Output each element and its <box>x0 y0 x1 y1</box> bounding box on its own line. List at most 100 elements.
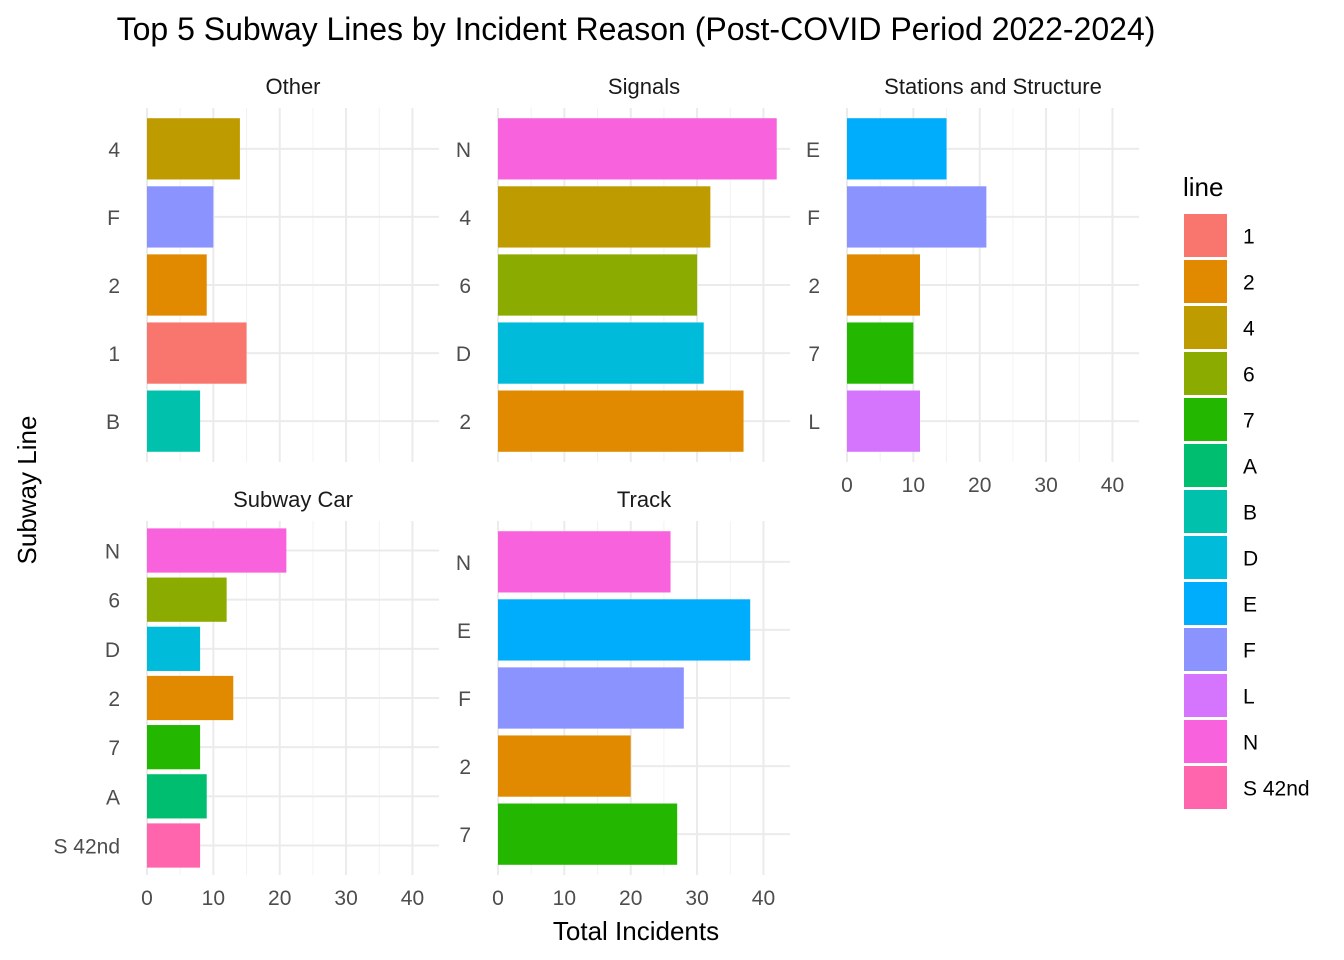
x-tick-label: 30 <box>1034 474 1057 497</box>
panel-stations-and-structure: Stations and Structure E F 2 7 L 0 10 20 30 40 <box>806 74 1139 497</box>
legend-label: 7 <box>1243 410 1255 433</box>
x-tick-label: 0 <box>141 887 153 910</box>
bar-subway-car-6 <box>147 577 227 622</box>
y-tick-label: 2 <box>808 275 820 298</box>
panel-signals: Signals N 4 6 D 2 <box>456 74 790 462</box>
y-tick-label: E <box>806 139 820 162</box>
y-tick-label: E <box>457 620 471 643</box>
bar-subway-car-a <box>147 774 207 819</box>
y-tick-label: A <box>106 786 120 809</box>
y-tick-label: D <box>105 639 120 662</box>
x-tick-label: 40 <box>1101 474 1124 497</box>
legend-key-1 <box>1184 214 1227 257</box>
legend-label: E <box>1243 594 1257 617</box>
y-tick-label: D <box>456 343 471 366</box>
y-tick-label: 7 <box>459 824 471 847</box>
y-tick-label: F <box>807 207 820 230</box>
y-tick-label: 2 <box>459 756 471 779</box>
bar-subway-car-s-42nd <box>147 823 201 868</box>
legend-key-4 <box>1184 306 1227 349</box>
legend-label: 4 <box>1243 318 1255 341</box>
legend-key-a <box>1184 444 1227 487</box>
legend-key-6 <box>1184 352 1227 395</box>
x-tick-label: 0 <box>492 887 504 910</box>
bar-other-1 <box>147 322 247 384</box>
legend-key-n <box>1184 720 1227 763</box>
bar-track-7 <box>498 803 678 865</box>
x-tick-label: 40 <box>752 887 775 910</box>
chart-title: Top 5 Subway Lines by Incident Reason (P… <box>117 11 1156 47</box>
x-tick-label: 10 <box>202 887 225 910</box>
panel-other: Other 4 F 2 1 B <box>106 74 439 462</box>
y-tick-label: 7 <box>108 737 120 760</box>
legend-key-b <box>1184 490 1227 533</box>
bar-stations-and-structure-e <box>847 118 947 180</box>
y-tick-label: 6 <box>459 275 471 298</box>
x-tick-label: 20 <box>619 887 642 910</box>
bar-subway-car-n <box>147 528 287 573</box>
legend-label: 2 <box>1243 272 1255 295</box>
x-tick-label: 10 <box>902 474 925 497</box>
bar-subway-car-d <box>147 626 201 671</box>
legend-label: S 42nd <box>1243 778 1310 801</box>
y-tick-label: 2 <box>108 688 120 711</box>
legend-title: line <box>1183 172 1223 202</box>
panel-subway-car: Subway Car N 6 D 2 7 A S 42nd 0 10 20 30 40 <box>53 487 439 910</box>
x-tick-label: 20 <box>968 474 991 497</box>
y-tick-label: L <box>808 411 820 434</box>
legend-label: A <box>1243 456 1257 479</box>
bar-signals-6 <box>498 254 698 316</box>
y-tick-label: 2 <box>459 411 471 434</box>
y-tick-label: 4 <box>459 207 471 230</box>
y-tick-label: 1 <box>108 343 120 366</box>
legend-key-l <box>1184 674 1227 717</box>
bar-track-n <box>498 531 671 593</box>
bar-signals-4 <box>498 186 711 248</box>
facet-strip-label: Other <box>265 74 320 99</box>
legend-label: F <box>1243 640 1256 663</box>
legend-key-e <box>1184 582 1227 625</box>
x-tick-label: 40 <box>401 887 424 910</box>
bar-track-e <box>498 599 751 661</box>
x-tick-label: 0 <box>841 474 853 497</box>
bar-track-f <box>498 667 684 729</box>
y-tick-label: N <box>456 552 471 575</box>
y-tick-label: N <box>105 541 120 564</box>
legend-key-2 <box>1184 260 1227 303</box>
y-tick-label: B <box>106 411 120 434</box>
legend-label: L <box>1243 686 1255 709</box>
bar-stations-and-structure-7 <box>847 322 914 384</box>
y-tick-label: F <box>107 207 120 230</box>
y-tick-label: 4 <box>108 139 120 162</box>
x-tick-label: 30 <box>334 887 357 910</box>
bar-subway-car-2 <box>147 675 234 721</box>
bar-other-b <box>147 390 201 452</box>
legend-key-d <box>1184 536 1227 579</box>
y-tick-label: 2 <box>108 275 120 298</box>
y-tick-label: F <box>458 688 471 711</box>
legend-label: 1 <box>1243 226 1255 249</box>
legend-label: N <box>1243 732 1258 755</box>
bar-subway-car-7 <box>147 725 201 770</box>
bar-stations-and-structure-l <box>847 390 920 452</box>
y-tick-label: S 42nd <box>53 836 120 859</box>
x-tick-label: 30 <box>685 887 708 910</box>
y-axis-label: Subway Line <box>12 416 42 565</box>
legend-key-7 <box>1184 398 1227 441</box>
panel-track: Track N E F 2 7 0 10 20 30 40 <box>456 487 790 910</box>
legend-key-f <box>1184 628 1227 671</box>
legend-label: B <box>1243 502 1257 525</box>
legend-key-s-42nd <box>1184 766 1227 809</box>
y-tick-label: 7 <box>808 343 820 366</box>
legend-label: 6 <box>1243 364 1255 387</box>
bar-stations-and-structure-2 <box>847 254 920 316</box>
bar-other-f <box>147 186 214 248</box>
y-tick-label: N <box>456 139 471 162</box>
bar-other-2 <box>147 254 207 316</box>
bar-stations-and-structure-f <box>847 186 987 248</box>
bar-signals-2 <box>498 390 744 452</box>
bar-other-4 <box>147 118 240 180</box>
facet-strip-label: Stations and Structure <box>884 74 1102 99</box>
